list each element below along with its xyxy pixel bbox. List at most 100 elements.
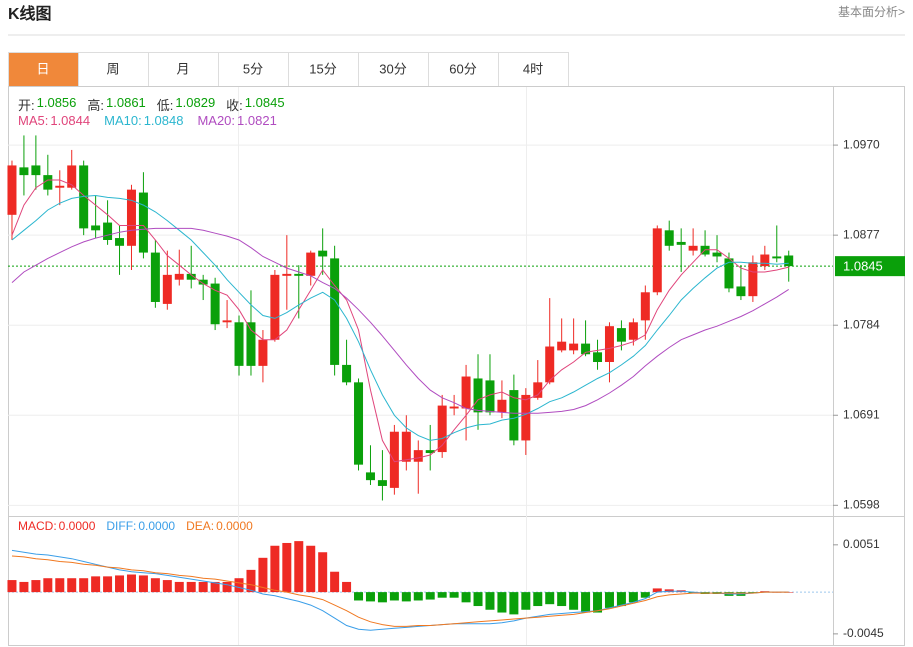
macd-bar: [234, 578, 244, 593]
widget-title: K线图: [8, 4, 52, 23]
candle-body: [115, 238, 125, 246]
macd-bar: [126, 574, 136, 593]
macd-bar: [150, 578, 160, 593]
macd-legend-entry-label: MACD:: [18, 519, 57, 533]
macd-bar: [294, 541, 304, 593]
macd-bar: [79, 578, 89, 593]
candle-body: [294, 273, 304, 276]
candle-body: [545, 346, 555, 383]
candle-body: [569, 343, 579, 351]
ma-legend-entry-label: MA5:: [18, 113, 49, 128]
candle-body: [186, 273, 196, 280]
candle-body: [198, 279, 208, 285]
ma-legend-entry-value: 1.0821: [237, 113, 277, 128]
macd-bar: [306, 545, 316, 593]
candle-body: [616, 328, 626, 342]
candle-body: [55, 185, 65, 188]
tab[interactable]: [218, 52, 289, 87]
y-tick-label: 1.0784: [843, 317, 880, 331]
tab[interactable]: [8, 52, 79, 87]
ohlc-close-label: 收:: [226, 98, 243, 113]
candle-body: [150, 252, 160, 302]
indicator-line: [11, 194, 789, 441]
macd-bar: [43, 578, 53, 593]
candle-body: [342, 364, 352, 383]
macd-bar: [437, 592, 447, 598]
candle-body: [736, 286, 746, 297]
macd-bar: [270, 545, 280, 593]
macd-bar: [533, 592, 543, 607]
y-tick-label: 1.0970: [843, 137, 880, 151]
macd-bar: [330, 571, 340, 593]
ohlc-info: 开: 1.0856 高: 1.0861 低: 1.0829 收: 1.0845: [18, 95, 285, 114]
candle-body: [162, 274, 172, 304]
candle-body: [103, 222, 113, 240]
macd-bar: [784, 592, 794, 593]
macd-legend-entry-value: 0.0000: [216, 519, 253, 533]
macd-bar: [581, 592, 591, 613]
macd-bar: [55, 578, 65, 593]
indicator-line: [11, 555, 789, 627]
candle-body: [354, 382, 364, 465]
candle-body: [270, 274, 280, 340]
macd-bar: [616, 592, 626, 607]
tab-label: 15分: [309, 61, 336, 76]
candle-body: [485, 380, 495, 413]
candle-body: [7, 165, 17, 215]
macd-bar: [509, 592, 519, 615]
candle-body: [593, 352, 603, 363]
tab[interactable]: [288, 52, 359, 87]
candle-body: [784, 255, 794, 267]
candle-body: [628, 322, 638, 340]
y-tick-label: 1.0598: [843, 497, 880, 511]
macd-bar: [7, 580, 17, 593]
macd-bar: [413, 592, 423, 601]
candle-body: [533, 382, 543, 398]
ma-legend-entry-label: MA10:: [104, 113, 142, 128]
macd-bar: [318, 552, 328, 593]
candle-body: [43, 175, 53, 190]
macd-legend-entry-label: DIFF:: [106, 519, 137, 533]
ma-legend-entry: MA5: 1.0844: [18, 113, 90, 128]
candle-body: [282, 273, 292, 276]
ohlc-high: 高: 1.0861: [87, 95, 145, 114]
ma-legend-entry-value: 1.0844: [50, 113, 91, 128]
y-tick-label: 1.0877: [843, 227, 880, 241]
candle-body: [581, 343, 591, 355]
candle-body: [126, 189, 136, 246]
chart-frame: [8, 86, 905, 646]
tab-label: 60分: [449, 61, 476, 76]
macd-bar: [365, 592, 375, 602]
macd-legend-entry-label: DEA:: [186, 519, 215, 533]
candle-body: [401, 431, 411, 462]
ma-legend: MA5: 1.0844 MA10: 1.0848 MA20: 1.0821: [18, 113, 277, 128]
ohlc-low-label: 低:: [156, 98, 174, 113]
candle-body: [676, 241, 686, 245]
tab[interactable]: [148, 52, 219, 87]
candle-body: [138, 192, 148, 253]
candle-body: [246, 322, 256, 366]
ohlc-close: 收: 1.0845: [226, 95, 284, 114]
candle-body: [557, 341, 567, 351]
fundamental-link[interactable]: 基本面分析>: [838, 5, 905, 19]
macd-bar: [593, 592, 603, 613]
candle-body: [449, 406, 459, 409]
macd-bar: [449, 592, 459, 598]
candle-body: [760, 254, 770, 267]
candle-body: [688, 245, 698, 251]
macd-bar: [521, 592, 531, 610]
candle-body: [461, 376, 471, 409]
y-tick-label: 0.0051: [843, 537, 880, 551]
indicator-line: [11, 179, 789, 463]
macd-bar: [342, 581, 352, 593]
candle-body: [437, 405, 447, 453]
macd-bar: [604, 592, 614, 608]
ohlc-close-value: 1.0845: [244, 95, 285, 110]
candle-body: [413, 450, 423, 462]
candle-body: [306, 252, 316, 276]
candle-body: [174, 273, 184, 280]
candle-body: [604, 326, 614, 363]
ma-legend-entry-value: 1.0848: [143, 113, 184, 128]
